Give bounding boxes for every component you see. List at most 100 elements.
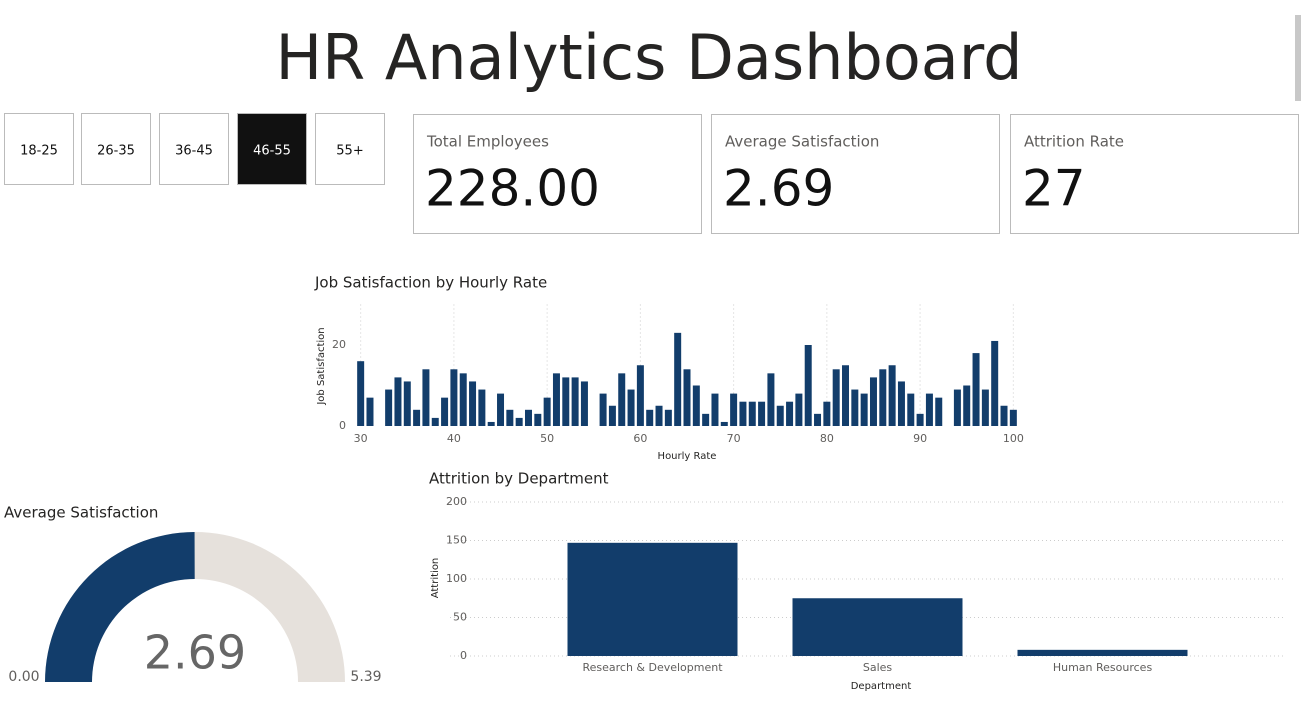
slicer-label: 46-55: [253, 144, 291, 159]
bar: [935, 397, 943, 426]
y-tick-label: 0: [460, 649, 467, 662]
bar: [441, 397, 449, 426]
kpi-card: [1010, 114, 1299, 234]
slicer-button[interactable]: [315, 113, 385, 185]
chart-title: Job Satisfaction by Hourly Rate: [314, 274, 547, 292]
kpi-card: [711, 114, 1000, 234]
bar: [916, 413, 924, 426]
bar: [869, 377, 877, 426]
bar: [1000, 405, 1008, 426]
bar: [385, 389, 393, 426]
bar: [758, 401, 766, 426]
x-tick-label: 80: [820, 432, 834, 445]
bar: [991, 340, 999, 426]
y-axis-title: Attrition: [430, 558, 441, 599]
bar: [478, 389, 486, 426]
x-axis-title: Department: [851, 681, 912, 692]
kpi-value: 27: [1022, 160, 1086, 218]
bar: [711, 393, 719, 426]
slicer-button[interactable]: [237, 113, 307, 185]
slicer-button[interactable]: [159, 113, 229, 185]
bar: [888, 365, 896, 426]
bar: [674, 332, 682, 426]
y-tick-label: 50: [453, 611, 467, 624]
bar: [767, 373, 775, 426]
scrollbar[interactable]: [1295, 15, 1301, 101]
x-axis-title: Hourly Rate: [658, 451, 717, 462]
bar: [925, 393, 933, 426]
bar: [567, 542, 738, 656]
bar: [627, 389, 635, 426]
slicer-button[interactable]: [81, 113, 151, 185]
x-tick-label: Sales: [863, 661, 893, 674]
bar: [851, 389, 859, 426]
bar: [571, 377, 579, 426]
x-tick-label: 60: [633, 432, 647, 445]
bar: [366, 397, 374, 426]
bar: [972, 353, 980, 426]
bar: [792, 598, 963, 656]
bar: [907, 393, 915, 426]
bar: [739, 401, 747, 426]
gauge-min-label: 0.00: [8, 669, 39, 685]
bar: [860, 393, 868, 426]
bar: [394, 377, 402, 426]
slicer-label: 26-35: [97, 144, 135, 159]
x-tick-label: 100: [1003, 432, 1024, 445]
y-axis-title: Job Satisfaction: [316, 327, 327, 405]
bar: [842, 365, 850, 426]
x-tick-label: 70: [727, 432, 741, 445]
x-tick-label: 40: [447, 432, 461, 445]
bar: [879, 369, 887, 426]
slicer-button[interactable]: [4, 113, 74, 185]
kpi-value: 2.69: [723, 160, 834, 218]
bar: [524, 409, 532, 426]
bar: [730, 393, 738, 426]
bar: [599, 393, 607, 426]
bar: [1009, 409, 1017, 426]
y-tick-label: 150: [446, 534, 467, 547]
bar: [702, 413, 710, 426]
bar: [963, 385, 971, 426]
kpi-label: Average Satisfaction: [725, 133, 879, 151]
y-tick-label: 0: [339, 419, 346, 432]
bar: [646, 409, 654, 426]
bar: [1017, 649, 1188, 656]
bar: [534, 413, 542, 426]
bar: [469, 381, 477, 426]
gauge-max-label: 5.39: [350, 669, 381, 685]
bar: [804, 345, 812, 426]
bar: [720, 421, 728, 426]
bar: [515, 417, 523, 426]
bar: [497, 393, 505, 426]
y-tick-label: 200: [446, 495, 467, 508]
dashboard-title: HR Analytics Dashboard: [275, 21, 1022, 94]
bar: [562, 377, 570, 426]
bar: [459, 373, 467, 426]
bar: [823, 401, 831, 426]
slicer-label: 36-45: [175, 144, 213, 159]
gauge-value: [45, 532, 195, 682]
bar: [608, 405, 616, 426]
bar: [422, 369, 430, 426]
bar: [618, 373, 626, 426]
bar: [814, 413, 822, 426]
bar: [795, 393, 803, 426]
chart-title: Attrition by Department: [429, 470, 609, 488]
bar: [683, 369, 691, 426]
slicer-label: 18-25: [20, 144, 58, 159]
bar: [431, 417, 439, 426]
x-tick-label: 30: [354, 432, 368, 445]
bar: [543, 397, 551, 426]
bar: [487, 421, 495, 426]
bar: [403, 381, 411, 426]
slicer-label: 55+: [336, 144, 363, 159]
x-tick-label: 90: [913, 432, 927, 445]
bar: [832, 369, 840, 426]
bar: [897, 381, 905, 426]
kpi-card: [413, 114, 702, 234]
y-tick-label: 20: [332, 338, 346, 351]
bar: [450, 369, 458, 426]
